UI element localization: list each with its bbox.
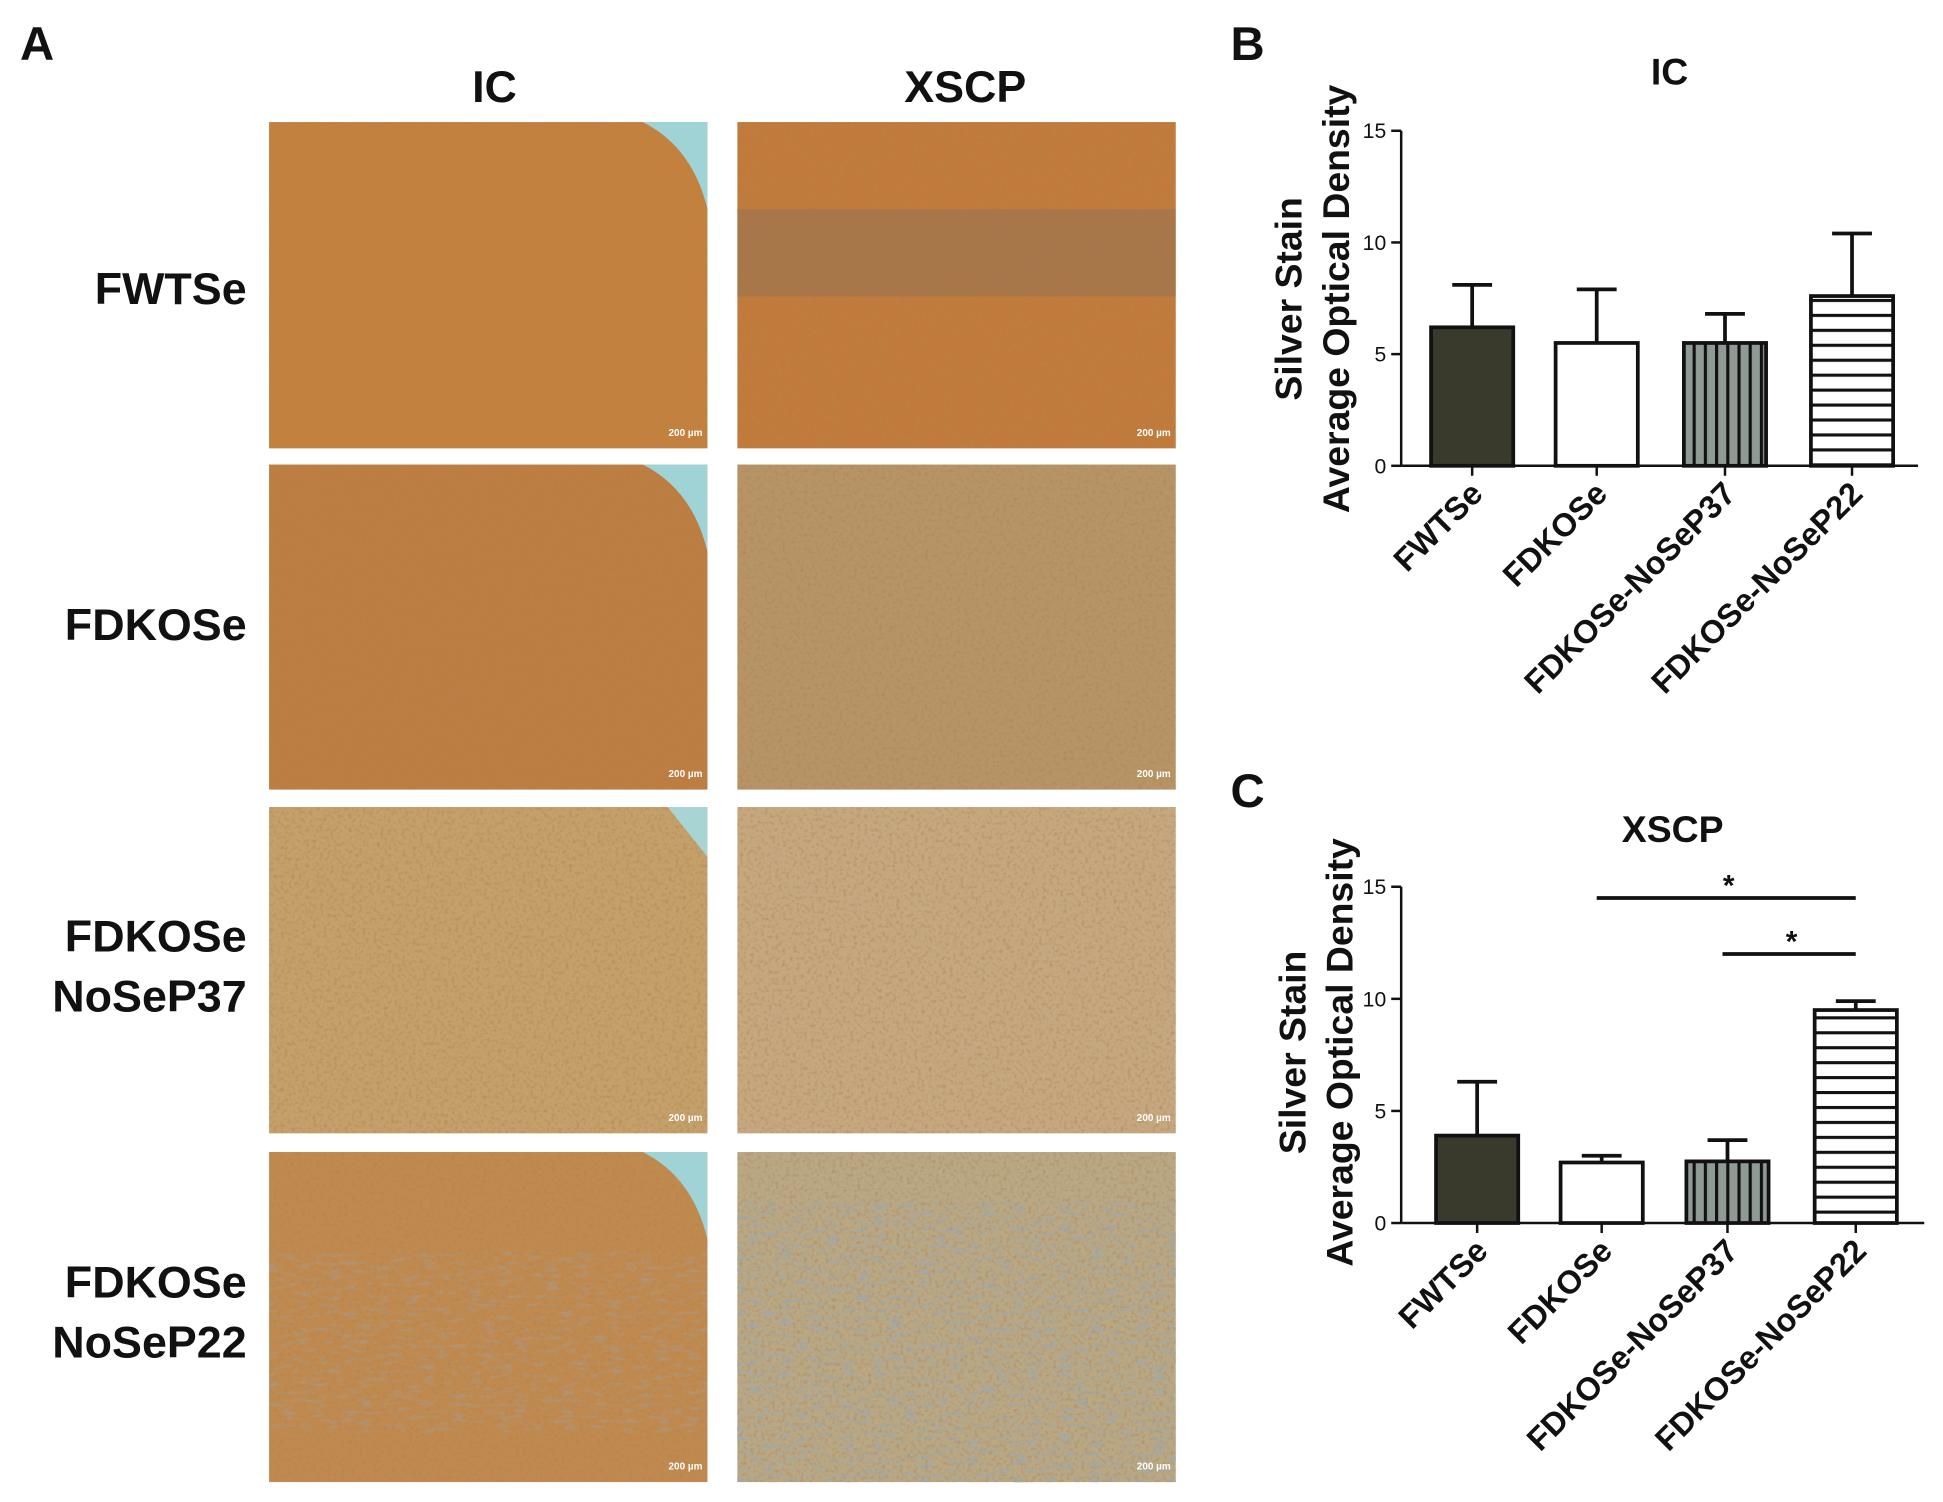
row-label: FDKOSe [65, 1257, 247, 1308]
fiber-texture [269, 1251, 708, 1433]
row-label: FDKOSe [65, 911, 247, 962]
chart-title: IC [1651, 51, 1688, 93]
scale-bar-label: 200 µm [1137, 428, 1171, 439]
bar [1684, 1159, 1771, 1225]
y-axis-label: Silver Stain [1271, 951, 1313, 1155]
micrograph [737, 464, 1176, 790]
x-tick-label: FDKOSe [1501, 1232, 1619, 1350]
micrograph [737, 807, 1176, 1134]
panel-label: A [20, 18, 54, 71]
background-region [642, 1152, 708, 1240]
bar [1558, 1160, 1645, 1225]
scale-bar-label: 200 µm [1137, 1462, 1171, 1473]
micrograph [269, 807, 708, 1134]
x-tick-label: FDKOSe [1496, 475, 1614, 593]
scale-bar-label: 200 µm [669, 1462, 703, 1473]
micrograph [269, 122, 708, 449]
fiber-texture [737, 1201, 1176, 1483]
bar [1429, 325, 1516, 468]
y-tick-label: 15 [1363, 876, 1387, 899]
column-label: IC [472, 61, 517, 112]
micrograph [737, 122, 1176, 449]
bar [1434, 1133, 1521, 1225]
scale-bar-label: 200 µm [1137, 769, 1171, 780]
panel-label: B [1231, 18, 1265, 71]
x-tick-label: FWTSe [1392, 1232, 1495, 1335]
y-tick-label: 0 [1374, 1212, 1386, 1235]
y-tick-label: 0 [1374, 455, 1386, 478]
micrograph [269, 464, 708, 790]
x-tick-label: FWTSe [1387, 475, 1490, 578]
row-label: FWTSe [95, 263, 247, 314]
x-tick-label: FDKOSe-NoSeP37 [1517, 475, 1742, 700]
scale-bar-label: 200 µm [669, 428, 703, 439]
y-tick-label: 5 [1374, 344, 1386, 367]
y-axis-label: Average Optical Density [1315, 84, 1357, 513]
x-tick-label: FDKOSe-NoSeP22 [1644, 475, 1869, 700]
bar [1812, 1008, 1899, 1225]
row-label: NoSeP22 [52, 1317, 246, 1368]
background-region [642, 122, 708, 210]
background-region [642, 464, 708, 552]
y-axis-label: Silver Stain [1268, 197, 1310, 400]
y-tick-label: 5 [1374, 1100, 1386, 1123]
dark-band [737, 209, 1176, 297]
column-label: XSCP [904, 61, 1026, 112]
x-tick-label: FDKOSe-NoSeP22 [1648, 1232, 1873, 1457]
bar [1809, 294, 1895, 468]
bar [1682, 341, 1768, 468]
scale-bar-label: 200 µm [1137, 1113, 1171, 1124]
significance-label: * [1723, 869, 1735, 902]
y-tick-label: 15 [1363, 120, 1387, 143]
y-tick-label: 10 [1363, 232, 1387, 255]
micrographs: 200 µm 200 µm 200 µm 200 µm 200 µm 200 µm 200 … [269, 122, 1176, 1483]
bar [1553, 341, 1640, 468]
row-label: NoSeP37 [52, 970, 246, 1021]
chart-title: XSCP [1622, 808, 1724, 850]
y-axis-label: Average Optical Density [1319, 838, 1361, 1267]
y-tick-label: 10 [1363, 988, 1387, 1011]
scale-bar-label: 200 µm [669, 1113, 703, 1124]
significance-label: * [1786, 926, 1798, 959]
panel-label: C [1231, 765, 1265, 818]
row-label: FDKOSe [65, 599, 247, 650]
x-tick-label: FDKOSe-NoSeP37 [1520, 1232, 1745, 1457]
scale-bar-label: 200 µm [669, 769, 703, 780]
